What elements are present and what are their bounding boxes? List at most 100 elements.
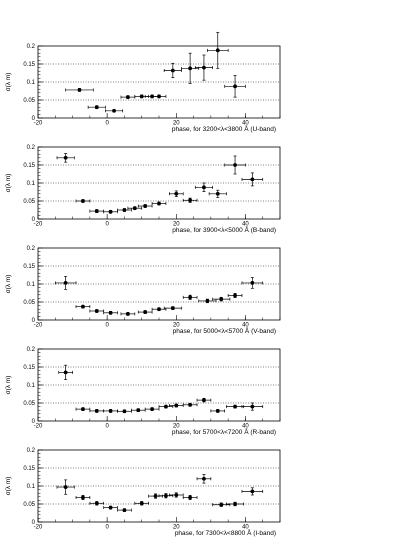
data-marker — [170, 68, 175, 73]
data-point — [134, 94, 149, 99]
data-marker — [215, 48, 220, 53]
y-tick-label: 0.2 — [27, 448, 36, 454]
x-tick-label: 0 — [105, 424, 109, 430]
y-tick-label: 0.05 — [23, 300, 35, 306]
data-marker — [143, 204, 148, 208]
y-tick-label: 0.05 — [23, 502, 35, 508]
data-marker — [143, 310, 148, 314]
y-tick-label: 0 — [32, 116, 36, 122]
data-point — [144, 407, 160, 412]
data-marker — [174, 493, 179, 497]
data-point — [134, 501, 149, 506]
data-point — [89, 209, 105, 213]
data-point — [158, 404, 174, 409]
data-marker — [170, 306, 175, 311]
data-point — [103, 310, 118, 315]
data-point — [87, 105, 106, 110]
x-axis-label: phase, for 5000<λ<5700 Å (V-band) — [173, 326, 276, 335]
data-point — [137, 204, 153, 208]
data-marker — [150, 407, 154, 412]
data-marker — [188, 402, 193, 407]
data-point — [56, 479, 75, 495]
x-tick-label: -20 — [34, 525, 43, 531]
data-marker — [81, 407, 85, 412]
y-axis-label: σ(λ m) — [5, 73, 12, 92]
data-marker — [94, 409, 99, 413]
x-axis-label: phase, for 3200<λ<3800 Å (U-band) — [172, 124, 276, 133]
data-point — [241, 277, 264, 289]
data-marker — [94, 309, 99, 313]
data-marker — [63, 155, 68, 160]
y-tick-label: 0.1 — [27, 383, 36, 389]
data-point — [169, 190, 184, 198]
data-marker — [164, 404, 168, 409]
x-tick-label: 40 — [242, 424, 249, 430]
data-point — [151, 307, 167, 312]
data-point — [224, 155, 246, 175]
data-marker — [250, 281, 255, 285]
x-tick-label: 20 — [173, 121, 180, 127]
y-axis-label: σ(λ m) — [5, 376, 12, 395]
y-tick-label: 0.15 — [23, 163, 35, 169]
data-marker — [108, 209, 113, 214]
x-axis-label: phase, for 5700<λ<7200 Å (R-band) — [172, 427, 276, 436]
y-tick-label: 0.1 — [27, 181, 36, 187]
data-point — [75, 495, 91, 501]
x-tick-label: 40 — [242, 222, 249, 228]
y-tick-label: 0 — [32, 217, 36, 223]
data-marker — [233, 404, 237, 409]
data-marker — [202, 476, 206, 481]
data-point — [194, 182, 213, 192]
data-point — [169, 492, 184, 498]
data-point — [148, 493, 163, 499]
data-marker — [94, 105, 99, 110]
x-axis-label: phase, for 3900<λ<5000 Å (B-band) — [172, 225, 276, 234]
data-marker — [188, 66, 193, 71]
data-point — [89, 309, 105, 313]
data-point — [194, 54, 213, 81]
y-tick-label: 0.2 — [27, 347, 36, 353]
data-marker — [94, 209, 99, 213]
data-marker — [188, 295, 193, 300]
y-tick-label: 0.05 — [23, 199, 35, 205]
data-point — [103, 505, 118, 510]
y-tick-label: 0.1 — [27, 484, 36, 490]
data-marker — [233, 84, 237, 89]
data-marker — [188, 495, 193, 500]
y-tick-label: 0.15 — [23, 264, 35, 270]
y-tick-label: 0.2 — [27, 246, 36, 252]
x-tick-label: 0 — [105, 525, 109, 531]
x-tick-label: -20 — [34, 121, 43, 127]
data-point — [54, 276, 77, 290]
data-marker — [157, 201, 161, 206]
data-marker — [202, 65, 206, 70]
x-tick-label: 0 — [105, 121, 109, 127]
x-axis-label: phase, for 7300<λ<8800 Å (I-band) — [175, 528, 276, 537]
data-marker — [250, 489, 255, 494]
data-marker — [125, 95, 130, 100]
data-marker — [164, 493, 168, 498]
data-marker — [188, 198, 193, 203]
data-point — [163, 62, 182, 79]
data-point — [120, 311, 136, 316]
data-marker — [205, 299, 210, 303]
data-point — [75, 407, 91, 412]
data-point — [226, 501, 245, 507]
y-tick-label: 0.15 — [23, 62, 35, 68]
data-point — [182, 197, 198, 203]
data-marker — [174, 403, 179, 408]
y-tick-label: 0 — [32, 520, 36, 526]
x-tick-label: 0 — [105, 323, 109, 329]
data-point — [103, 209, 118, 214]
data-marker — [112, 108, 116, 113]
data-marker — [153, 494, 158, 498]
data-marker — [202, 185, 206, 190]
y-axis-label: σ(λ m) — [5, 174, 12, 193]
data-point — [120, 95, 136, 100]
y-tick-label: 0.1 — [27, 282, 36, 288]
y-tick-label: 0 — [32, 419, 36, 425]
data-marker — [136, 408, 141, 413]
